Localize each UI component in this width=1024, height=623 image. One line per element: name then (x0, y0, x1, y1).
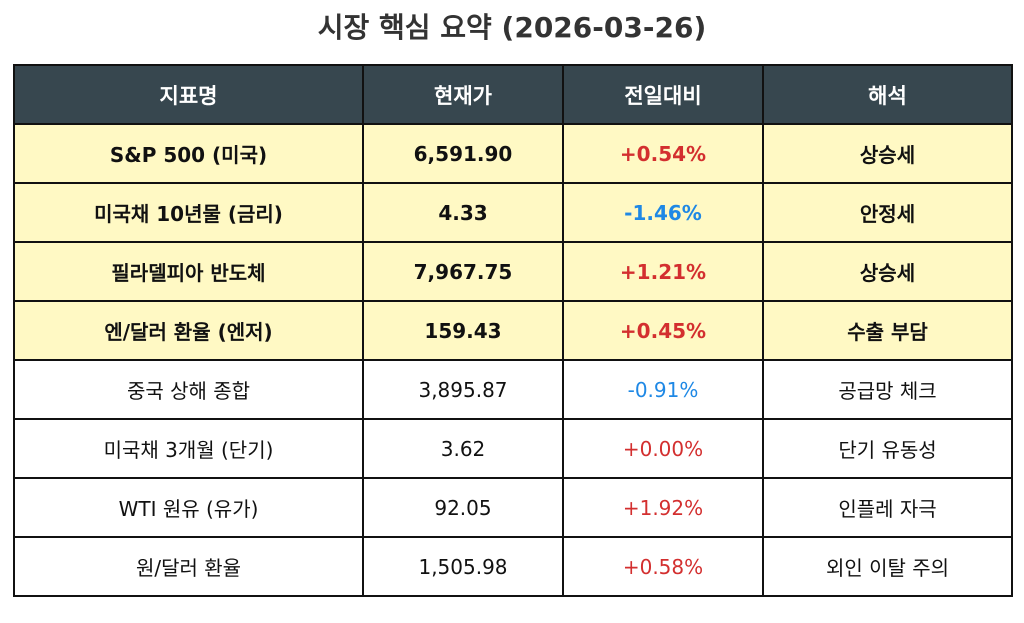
indicator-cell: S&P 500 (미국) (13, 123, 364, 184)
price-cell: 159.43 (362, 300, 564, 361)
price-cell: 4.33 (362, 182, 564, 243)
table-row: 필라델피아 반도체 7,967.75 +1.21% 상승세 (13, 241, 1013, 302)
table-row: 미국채 10년물 (금리) 4.33 -1.46% 안정세 (13, 182, 1013, 243)
interpretation-cell: 인플레 자극 (762, 477, 1013, 538)
indicator-cell: 미국채 10년물 (금리) (13, 182, 364, 243)
change-cell: -0.91% (562, 359, 764, 420)
interpretation-cell: 수출 부담 (762, 300, 1013, 361)
interpretation-cell: 상승세 (762, 241, 1013, 302)
indicator-cell: WTI 원유 (유가) (13, 477, 364, 538)
indicator-cell: 엔/달러 환율 (엔저) (13, 300, 364, 361)
market-summary-table: 지표명 현재가 전일대비 해석 S&P 500 (미국) 6,591.90 +0.5… (13, 64, 1013, 597)
price-cell: 92.05 (362, 477, 564, 538)
interpretation-cell: 공급망 체크 (762, 359, 1013, 420)
indicator-cell: 중국 상해 종합 (13, 359, 364, 420)
table-row: 원/달러 환율 1,505.98 +0.58% 외인 이탈 주의 (13, 536, 1013, 597)
interpretation-cell: 안정세 (762, 182, 1013, 243)
table-row: 미국채 3개월 (단기) 3.62 +0.00% 단기 유동성 (13, 418, 1013, 479)
indicator-cell: 미국채 3개월 (단기) (13, 418, 364, 479)
price-cell: 3,895.87 (362, 359, 564, 420)
indicator-cell: 필라델피아 반도체 (13, 241, 364, 302)
indicator-cell: 원/달러 환율 (13, 536, 364, 597)
change-cell: -1.46% (562, 182, 764, 243)
price-cell: 1,505.98 (362, 536, 564, 597)
header-interpretation: 해석 (762, 64, 1013, 125)
table-row: S&P 500 (미국) 6,591.90 +0.54% 상승세 (13, 123, 1013, 184)
change-cell: +0.00% (562, 418, 764, 479)
header-row: 지표명 현재가 전일대비 해석 (13, 64, 1013, 125)
header-price: 현재가 (362, 64, 564, 125)
change-cell: +0.45% (562, 300, 764, 361)
page-title: 시장 핵심 요약 (2026-03-26) (317, 11, 707, 44)
interpretation-cell: 외인 이탈 주의 (762, 536, 1013, 597)
header-indicator: 지표명 (13, 64, 364, 125)
change-cell: +0.54% (562, 123, 764, 184)
interpretation-cell: 상승세 (762, 123, 1013, 184)
table-row: 중국 상해 종합 3,895.87 -0.91% 공급망 체크 (13, 359, 1013, 420)
change-cell: +1.21% (562, 241, 764, 302)
price-cell: 3.62 (362, 418, 564, 479)
table-row: WTI 원유 (유가) 92.05 +1.92% 인플레 자극 (13, 477, 1013, 538)
interpretation-cell: 단기 유동성 (762, 418, 1013, 479)
change-cell: +0.58% (562, 536, 764, 597)
header-change: 전일대비 (562, 64, 764, 125)
price-cell: 6,591.90 (362, 123, 564, 184)
price-cell: 7,967.75 (362, 241, 564, 302)
table-row: 엔/달러 환율 (엔저) 159.43 +0.45% 수출 부담 (13, 300, 1013, 361)
change-cell: +1.92% (562, 477, 764, 538)
